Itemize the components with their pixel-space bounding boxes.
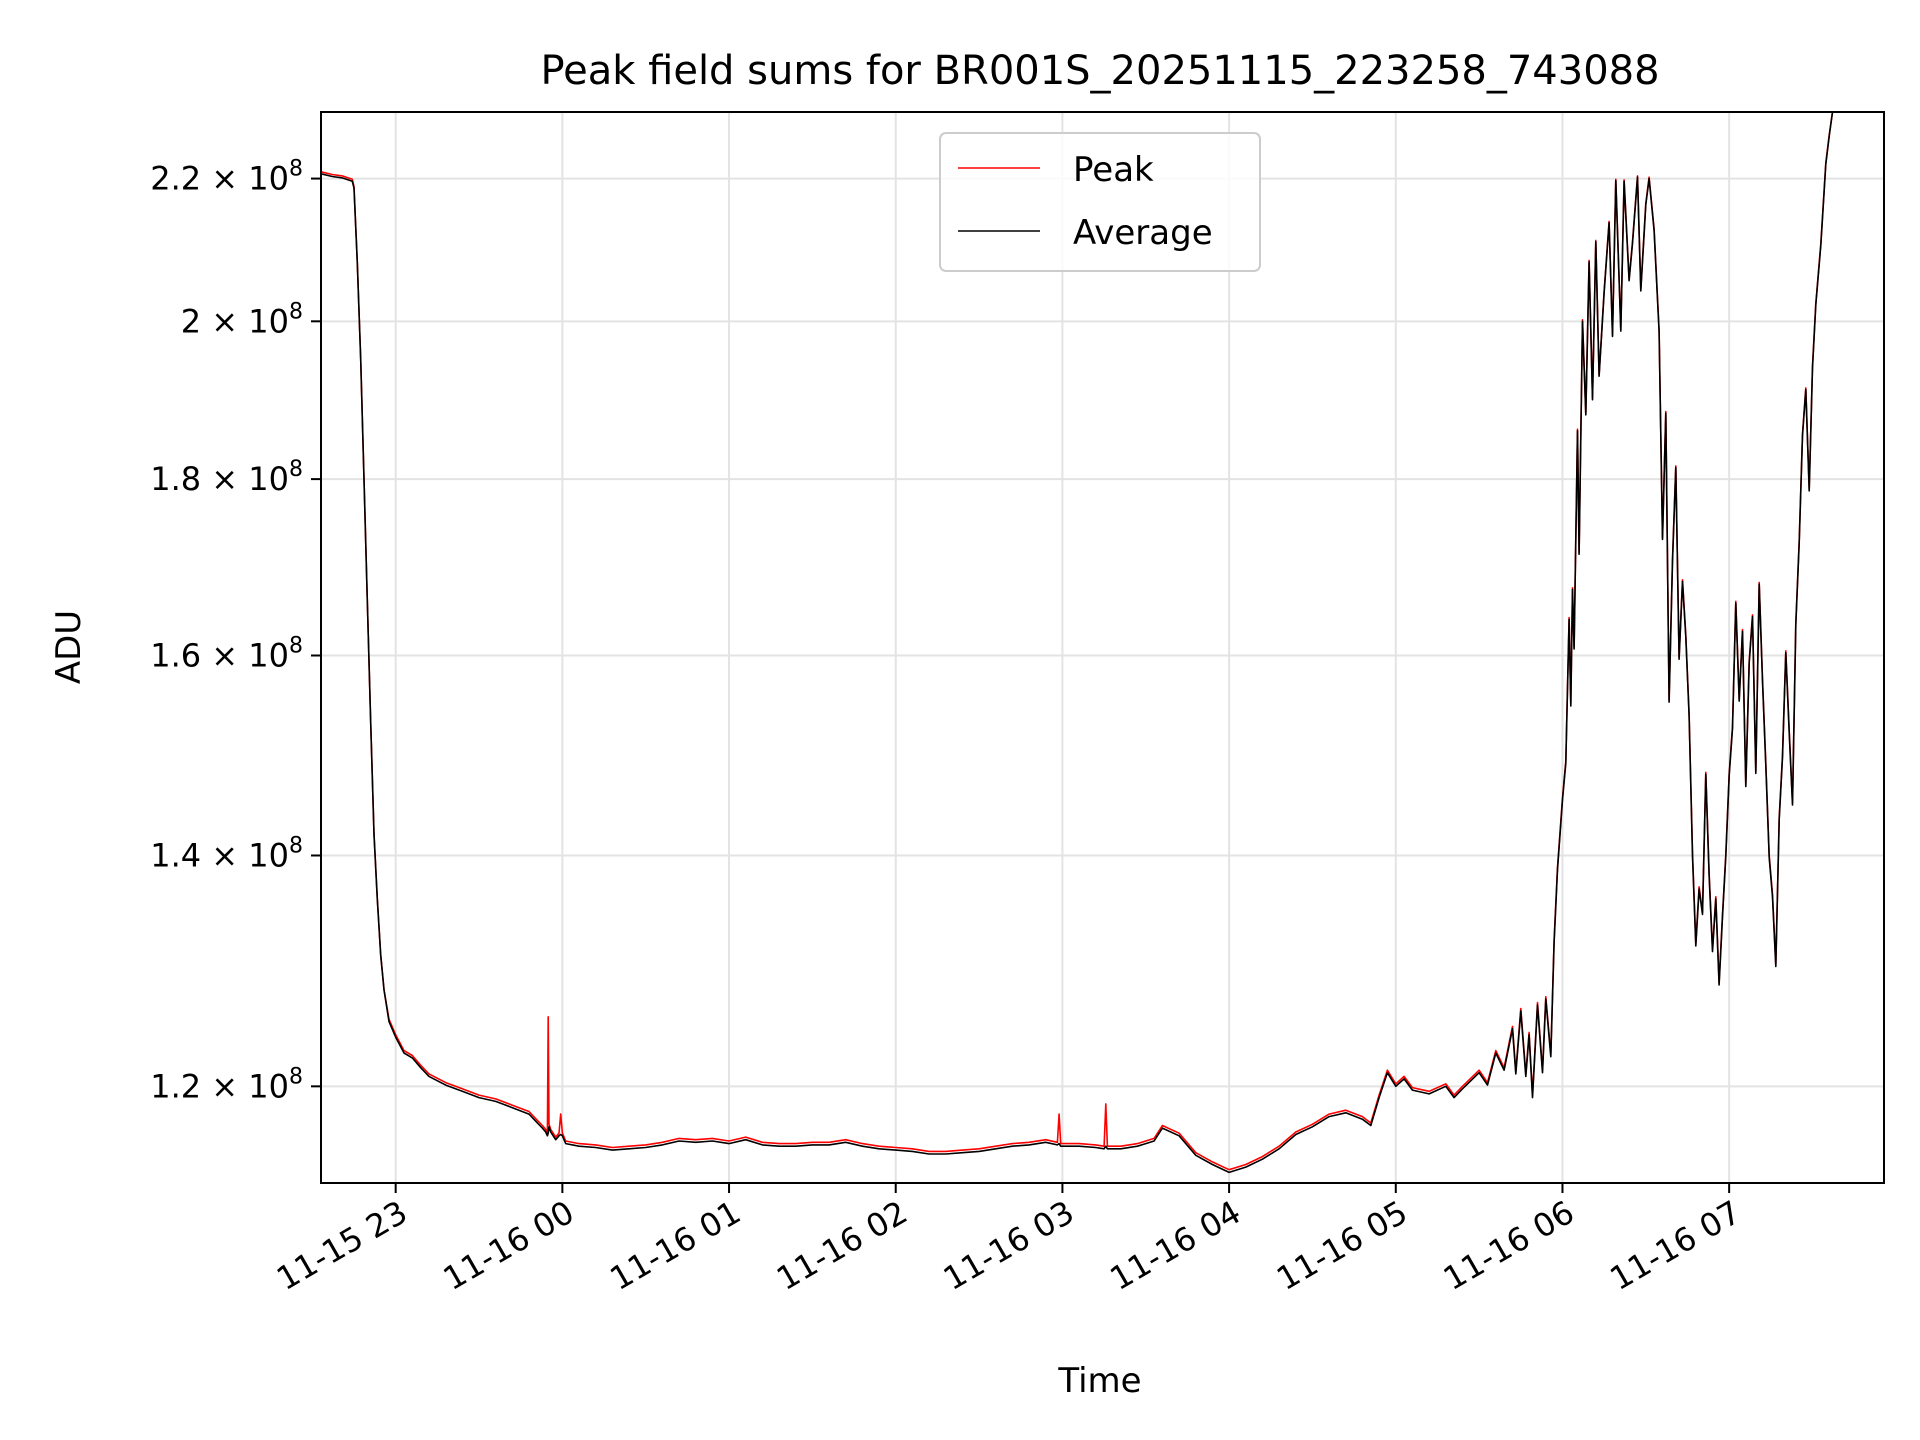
- y-axis-ticks: 1.2 × 108 1.4 × 108 1.6 × 108 1.8 × 108 2 × …: [150, 157, 321, 1105]
- plot-frame: [320, 111, 1885, 1184]
- chart-title: Peak field sums for BR001S_20251115_2232…: [540, 48, 1659, 94]
- y-tick-label: 1.2 × 108: [150, 1064, 303, 1105]
- series-layer: [320, 111, 1834, 1174]
- y-tick-label: 1.6 × 108: [150, 634, 303, 675]
- x-axis-label: Time: [1057, 1361, 1141, 1401]
- legend-peak-label: Peak: [1073, 150, 1154, 190]
- y-tick-label: 2.2 × 108: [150, 157, 303, 198]
- legend: Peak Average: [939, 132, 1261, 272]
- series-line-average: [320, 111, 1834, 1174]
- y-tick-label: 2 × 108: [181, 299, 303, 340]
- y-tick-label: 1.8 × 108: [150, 457, 303, 498]
- legend-average-label: Average: [1073, 213, 1213, 253]
- y-axis-label: ADU: [49, 610, 89, 684]
- y-tick-label: 1.4 × 108: [150, 833, 303, 874]
